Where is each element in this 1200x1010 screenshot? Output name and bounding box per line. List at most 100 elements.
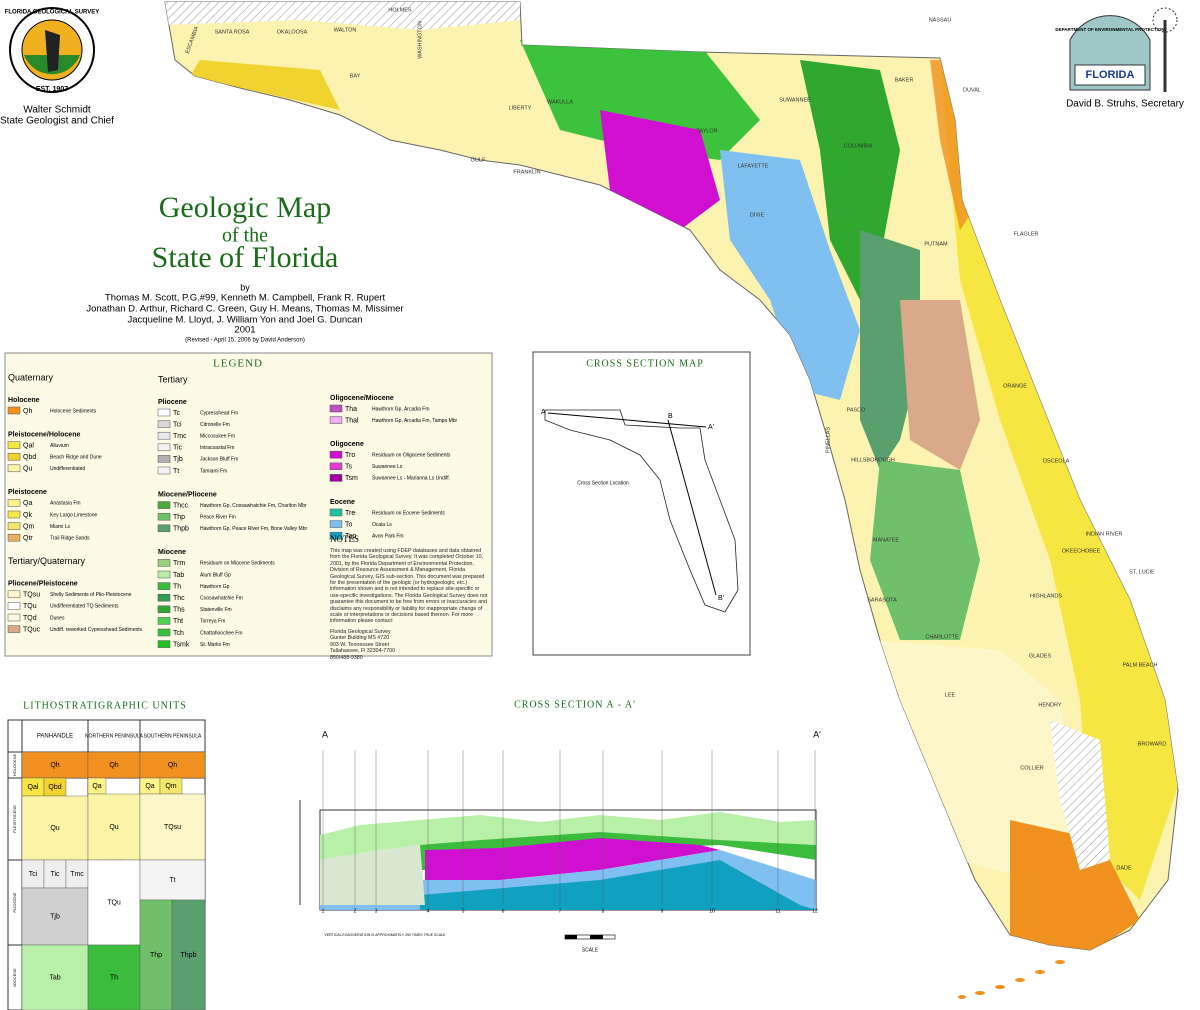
legend-swatch — [157, 466, 171, 475]
legend-name: Ocala Ls — [372, 522, 392, 528]
county-label: LIBERTY — [509, 105, 532, 111]
county-label: FLAGLER — [1013, 231, 1038, 237]
litho-cell — [139, 899, 173, 1010]
epoch-label: PLIOCENE — [12, 892, 17, 913]
legend-code: Tap — [345, 533, 356, 540]
county-label: NASSAU — [929, 17, 952, 23]
legend-code: Qbd — [23, 454, 36, 461]
county-label: ORANGE — [1003, 383, 1027, 389]
county-label: HOLMES — [388, 7, 412, 13]
legend-name: Hawthorn Gp, Arcadia Fm, Tampa Mbr — [372, 418, 458, 424]
county-label: HIGHLANDS — [1030, 593, 1062, 599]
author-line: Thomas M. Scott, P.G.#99, Kenneth M. Cam… — [105, 293, 386, 304]
litho-cell — [139, 751, 206, 779]
legend-swatch — [157, 570, 171, 579]
legend-swatch — [7, 522, 21, 530]
county-label: OSCEOLA — [1043, 458, 1070, 464]
county-label: PALM BEACH — [1122, 662, 1157, 668]
legend-name: St. Marks Fm — [200, 642, 230, 648]
litho-cell — [139, 859, 206, 901]
author-line: Jacqueline M. Lloyd, J. William Yon and … — [128, 315, 363, 326]
county-label: ST. LUCIE — [1129, 569, 1155, 575]
era-heading: Tertiary/Quaternary — [8, 556, 86, 566]
legend-name: Key Largo Limestone — [50, 512, 97, 518]
legend-name: Residuum on Miocene Sediments — [200, 561, 275, 567]
legend-box — [4, 352, 493, 657]
scale-label: SCALE — [582, 947, 599, 953]
exaggeration-note: VERTICAL EXAGGERATION IS APPROXIMATELY 2… — [325, 933, 447, 937]
legend-name: Suwannee Ls - Marianna Ls Undiff. — [372, 476, 450, 482]
logo-badge: FLORIDA — [1086, 69, 1135, 81]
legend-code: Thcc — [173, 502, 189, 509]
notes-text: This map was created using FDEP database… — [330, 548, 488, 625]
legend-name: Cypresshead Fm — [200, 410, 238, 416]
legend-code: Qtr — [23, 535, 33, 542]
revised: (Revised - April 15, 2006 by David Ander… — [185, 338, 305, 344]
epoch-heading: Oligocene/Miocene — [330, 395, 394, 402]
county-label: SUWANNEE — [779, 97, 811, 103]
notes: This map was created using FDEP database… — [330, 548, 490, 661]
litho-cell-label: Qm — [165, 783, 176, 790]
litho-cell-label: TQsu — [164, 824, 181, 831]
epoch-heading: Holocene — [8, 397, 40, 404]
litho-cell-label: Thp — [150, 952, 162, 959]
legend-code: TQd — [23, 615, 37, 622]
litho-cell-label: Tic — [50, 871, 60, 878]
title: State of Florida — [152, 241, 339, 274]
litho-cell-label: Qa — [145, 783, 154, 790]
litho-cell — [139, 793, 206, 861]
litho-cell — [87, 793, 141, 861]
legend-swatch — [7, 406, 21, 415]
legend-name: Shelly Sediments of Plio-Pleistocene — [50, 592, 132, 598]
station-label: 9 — [661, 908, 664, 914]
byline: by — [240, 282, 250, 292]
legend-swatch — [7, 533, 21, 542]
county-label: WASHINGTON — [417, 21, 423, 59]
legend-swatch — [7, 590, 21, 599]
station-label: 5 — [462, 908, 465, 914]
litho-cell — [21, 887, 89, 946]
legend-swatch — [7, 464, 21, 473]
county-label: WAKULLA — [547, 99, 573, 105]
legend-name: Hawthorn Gp, Arcadia Fm — [372, 406, 430, 412]
litho-cell — [21, 795, 89, 861]
legend-swatch — [7, 452, 21, 461]
legend-name: Intracoastal Fm — [200, 445, 234, 451]
legend-swatch — [329, 520, 343, 528]
legend-name: Torreya Fm — [200, 619, 225, 625]
notes-address: Florida Geological Survey Gunter Building… — [330, 629, 490, 661]
legend-code: Tsmk — [173, 641, 190, 648]
csm-caption: Cross Section Location — [577, 480, 629, 486]
legend-swatch — [157, 501, 171, 509]
station-label: 2 — [354, 908, 357, 914]
section-line-a — [547, 412, 707, 428]
legend-swatch — [7, 510, 21, 519]
legend-swatch — [7, 625, 21, 633]
era-heading: Tertiary — [158, 374, 188, 384]
legend-swatch — [157, 420, 171, 428]
legend-swatch — [157, 559, 171, 567]
section-point: A' — [708, 424, 714, 431]
legend-code: Tic — [173, 445, 183, 452]
county-label: OKEECHOBEE — [1062, 548, 1101, 554]
logo-est: EST. 1907 — [36, 86, 68, 93]
epoch-heading: Miocene — [158, 549, 186, 556]
county-label: HILLSBOROUGH — [851, 457, 895, 463]
county-label: DUVAL — [963, 87, 981, 93]
litho-cell-label: Thpb — [181, 952, 197, 959]
legend-swatch — [157, 593, 171, 602]
legend-code: Tha — [345, 406, 357, 413]
station-label: 3 — [375, 908, 378, 914]
litho-cell-label: Qu — [109, 824, 118, 831]
legend-name: Hawthorn Gp, Peace River Fm, Bone Valley… — [200, 526, 308, 532]
litho-cell-label: Qu — [50, 825, 59, 832]
legend-name: Hawthorn Gp, Coosawhatchie Fm, Charlton … — [200, 503, 307, 509]
epoch-heading: Pliocene — [158, 399, 187, 406]
legend-code: To — [345, 521, 353, 528]
epoch-label: HOLOCENE — [12, 753, 17, 776]
legend-name: Chattahoochee Fm — [200, 630, 243, 636]
legend-swatch — [157, 443, 171, 452]
region-header: PANHANDLE — [37, 734, 73, 740]
legend-code: Tt — [173, 468, 179, 475]
litho-cell-label: Tmc — [70, 871, 84, 878]
